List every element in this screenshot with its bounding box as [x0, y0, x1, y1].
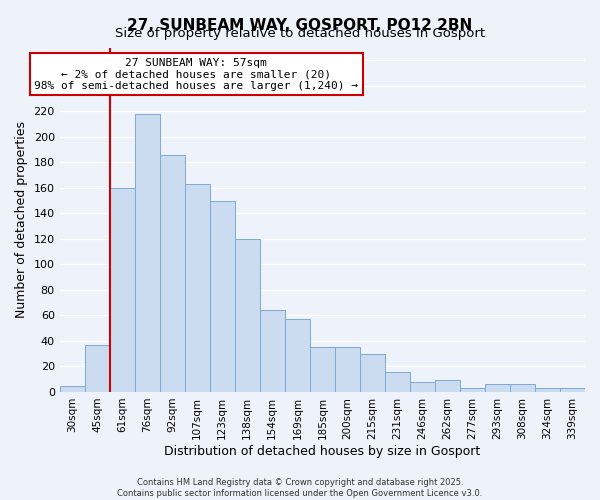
Bar	[460, 388, 485, 392]
Bar	[360, 354, 385, 392]
Bar	[185, 184, 210, 392]
Text: Size of property relative to detached houses in Gosport: Size of property relative to detached ho…	[115, 28, 485, 40]
Text: Contains HM Land Registry data © Crown copyright and database right 2025.
Contai: Contains HM Land Registry data © Crown c…	[118, 478, 482, 498]
Bar	[410, 382, 435, 392]
Bar	[110, 188, 135, 392]
Bar	[310, 348, 335, 392]
Bar	[85, 345, 110, 392]
Text: 27, SUNBEAM WAY, GOSPORT, PO12 2BN: 27, SUNBEAM WAY, GOSPORT, PO12 2BN	[127, 18, 473, 32]
Bar	[285, 319, 310, 392]
Bar	[235, 239, 260, 392]
Bar	[435, 380, 460, 392]
Bar	[210, 200, 235, 392]
Bar	[160, 154, 185, 392]
Bar	[535, 388, 560, 392]
Y-axis label: Number of detached properties: Number of detached properties	[15, 121, 28, 318]
X-axis label: Distribution of detached houses by size in Gosport: Distribution of detached houses by size …	[164, 444, 481, 458]
Bar	[59, 386, 85, 392]
Bar	[510, 384, 535, 392]
Bar	[485, 384, 510, 392]
Bar	[335, 348, 360, 392]
Bar	[260, 310, 285, 392]
Bar	[385, 372, 410, 392]
Bar	[560, 388, 585, 392]
Text: 27 SUNBEAM WAY: 57sqm
← 2% of detached houses are smaller (20)
98% of semi-detac: 27 SUNBEAM WAY: 57sqm ← 2% of detached h…	[34, 58, 358, 91]
Bar	[135, 114, 160, 392]
